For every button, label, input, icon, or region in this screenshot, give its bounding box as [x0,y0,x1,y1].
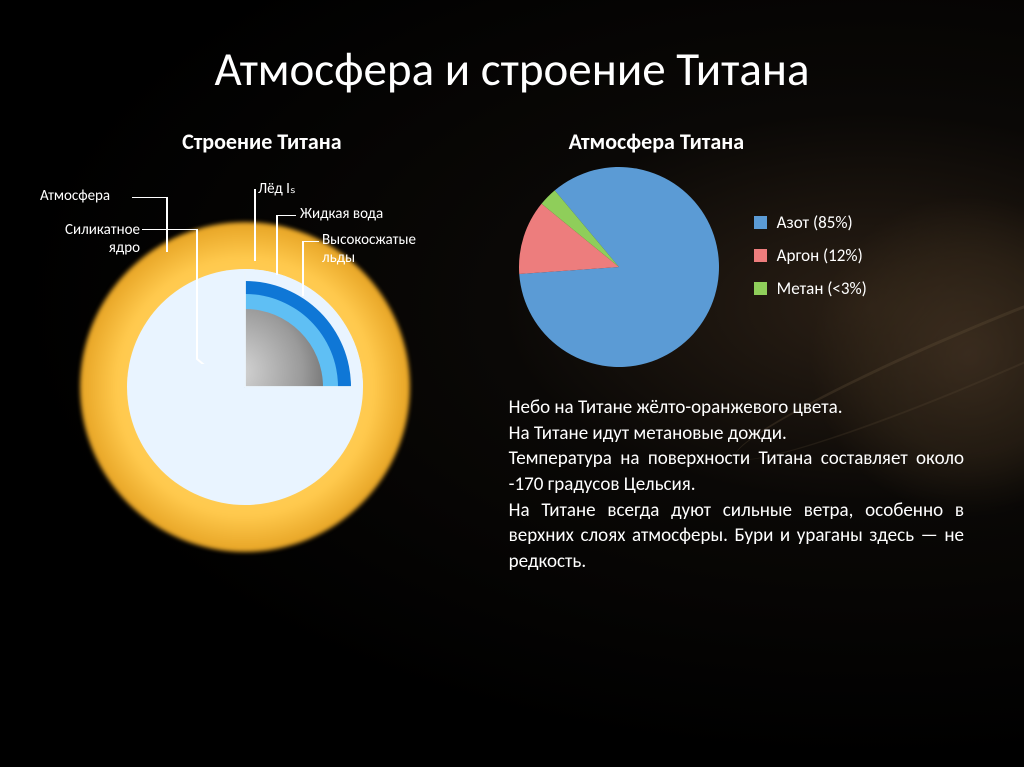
leader-ice-ic [245,189,265,264]
titan-cutaway-diagram: Атмосфера Силикатное ядро Лёд Iₛ [40,167,470,547]
label-atmosphere: Атмосфера [40,187,110,205]
label-liquid-water: Жидкая вода [300,205,383,223]
leader-hp-ice [295,241,325,301]
label-silicate-core-text: Силикатное ядро [65,221,140,257]
structure-column: Строение Титана [40,128,484,574]
label-hp-ice: Высокосжатые льды [322,231,416,267]
atmosphere-subtitle: Атмосфера Титана [509,128,984,155]
legend-item: Азот (85%) [754,212,867,233]
label-silicate-core: Силикатное ядро [40,221,140,257]
legend-swatch [754,216,767,229]
atmosphere-pie-chart [509,167,729,367]
label-atmosphere-text: Атмосфера [40,187,110,205]
description-text: Небо на Титане жёлто-оранжевого цвета.На… [509,395,984,574]
pie-legend: Азот (85%) Аргон (12%) Метан (<3%) [754,212,867,311]
legend-item: Аргон (12%) [754,245,867,266]
legend-label: Метан (<3%) [777,278,867,299]
legend-swatch [754,282,767,295]
two-column-layout: Строение Титана [0,98,1024,574]
legend-item: Метан (<3%) [754,278,867,299]
pie-chart-wrap: Азот (85%) Аргон (12%) Метан (<3%) [509,167,984,367]
label-liquid-water-text: Жидкая вода [300,205,383,223]
legend-swatch [754,249,767,262]
legend-label: Азот (85%) [777,212,853,233]
legend-label: Аргон (12%) [777,245,863,266]
atmosphere-column: Атмосфера Титана Азот (85%) Аргон (12%) Ме… [484,128,984,574]
slide-content: Атмосфера и строение Титана Строение Тит… [0,0,1024,767]
leader-core [142,229,252,364]
label-hp-ice-text: Высокосжатые льды [322,231,416,267]
main-title: Атмосфера и строение Титана [0,0,1024,98]
structure-subtitle: Строение Титана [40,128,484,155]
